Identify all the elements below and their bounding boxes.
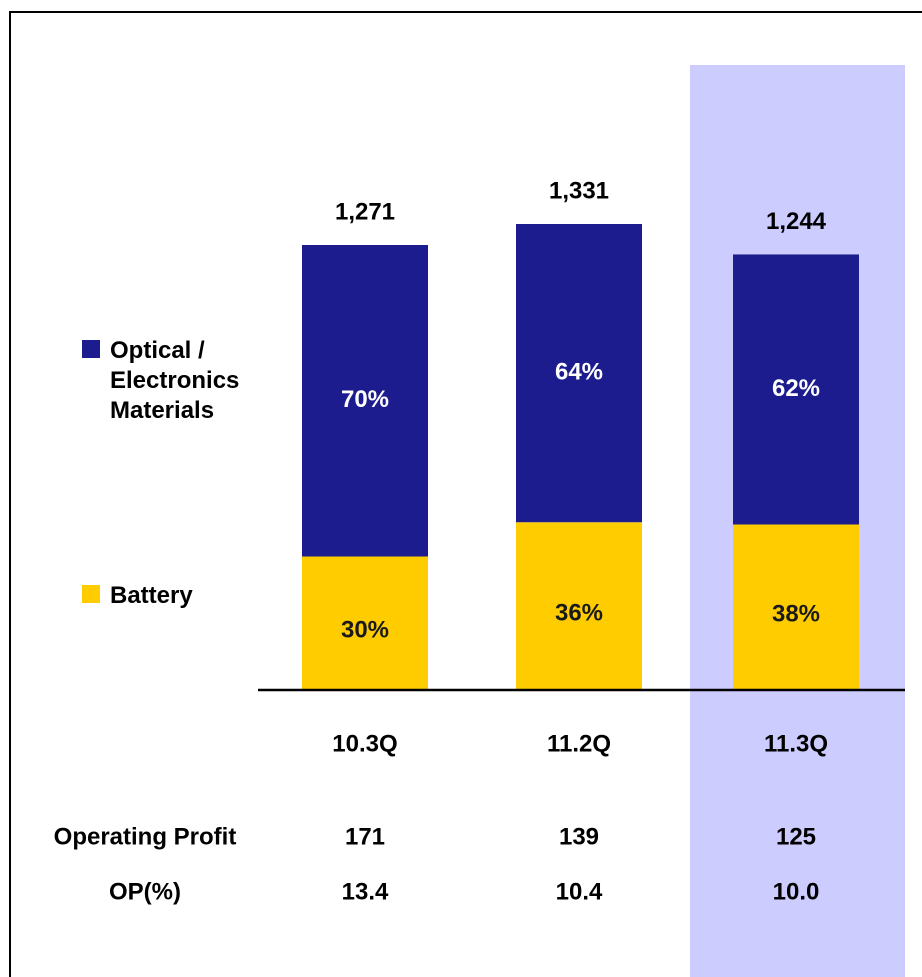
total-label: 1,331 bbox=[549, 177, 609, 204]
table-cell: 13.4 bbox=[342, 878, 389, 905]
legend-label: Battery bbox=[110, 582, 193, 609]
data-label: 62% bbox=[772, 375, 820, 402]
table-cell: 10.0 bbox=[773, 878, 820, 905]
x-tick-label: 11.3Q bbox=[764, 730, 828, 757]
row-label: OP(%) bbox=[109, 878, 181, 905]
legend-swatch bbox=[82, 340, 100, 358]
data-label: 36% bbox=[555, 599, 603, 626]
total-label: 1,271 bbox=[335, 198, 395, 225]
table-cell: 171 bbox=[345, 823, 385, 850]
bar-segment bbox=[733, 524, 859, 690]
bar-segment bbox=[302, 245, 428, 557]
bar-segment bbox=[302, 556, 428, 690]
table-cell: 139 bbox=[559, 823, 599, 850]
bar-segment bbox=[733, 254, 859, 525]
data-label: 38% bbox=[772, 601, 820, 628]
legend-label: Optical / Electronics Materials bbox=[110, 337, 240, 424]
frame bbox=[9, 11, 922, 977]
total-label: 1,244 bbox=[766, 208, 827, 235]
bar-segment bbox=[516, 224, 642, 523]
table-cell: 10.4 bbox=[556, 878, 603, 905]
x-tick-label: 10.3Q bbox=[332, 730, 397, 757]
data-label: 30% bbox=[341, 617, 389, 644]
bar-segment bbox=[516, 522, 642, 690]
x-tick-label: 11.2Q bbox=[547, 730, 611, 757]
data-label: 70% bbox=[341, 386, 389, 413]
data-label: 64% bbox=[555, 358, 603, 385]
legend-swatch bbox=[82, 585, 100, 603]
table-cell: 125 bbox=[776, 823, 816, 850]
row-label: Operating Profit bbox=[54, 823, 237, 850]
